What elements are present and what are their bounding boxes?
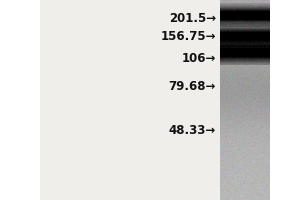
Text: 201.5→: 201.5→ <box>169 11 216 24</box>
Text: 156.75→: 156.75→ <box>160 29 216 43</box>
Bar <box>40 0 220 200</box>
Text: 106→: 106→ <box>182 51 216 64</box>
Text: 48.33→: 48.33→ <box>169 123 216 136</box>
Text: 79.68→: 79.68→ <box>169 79 216 92</box>
